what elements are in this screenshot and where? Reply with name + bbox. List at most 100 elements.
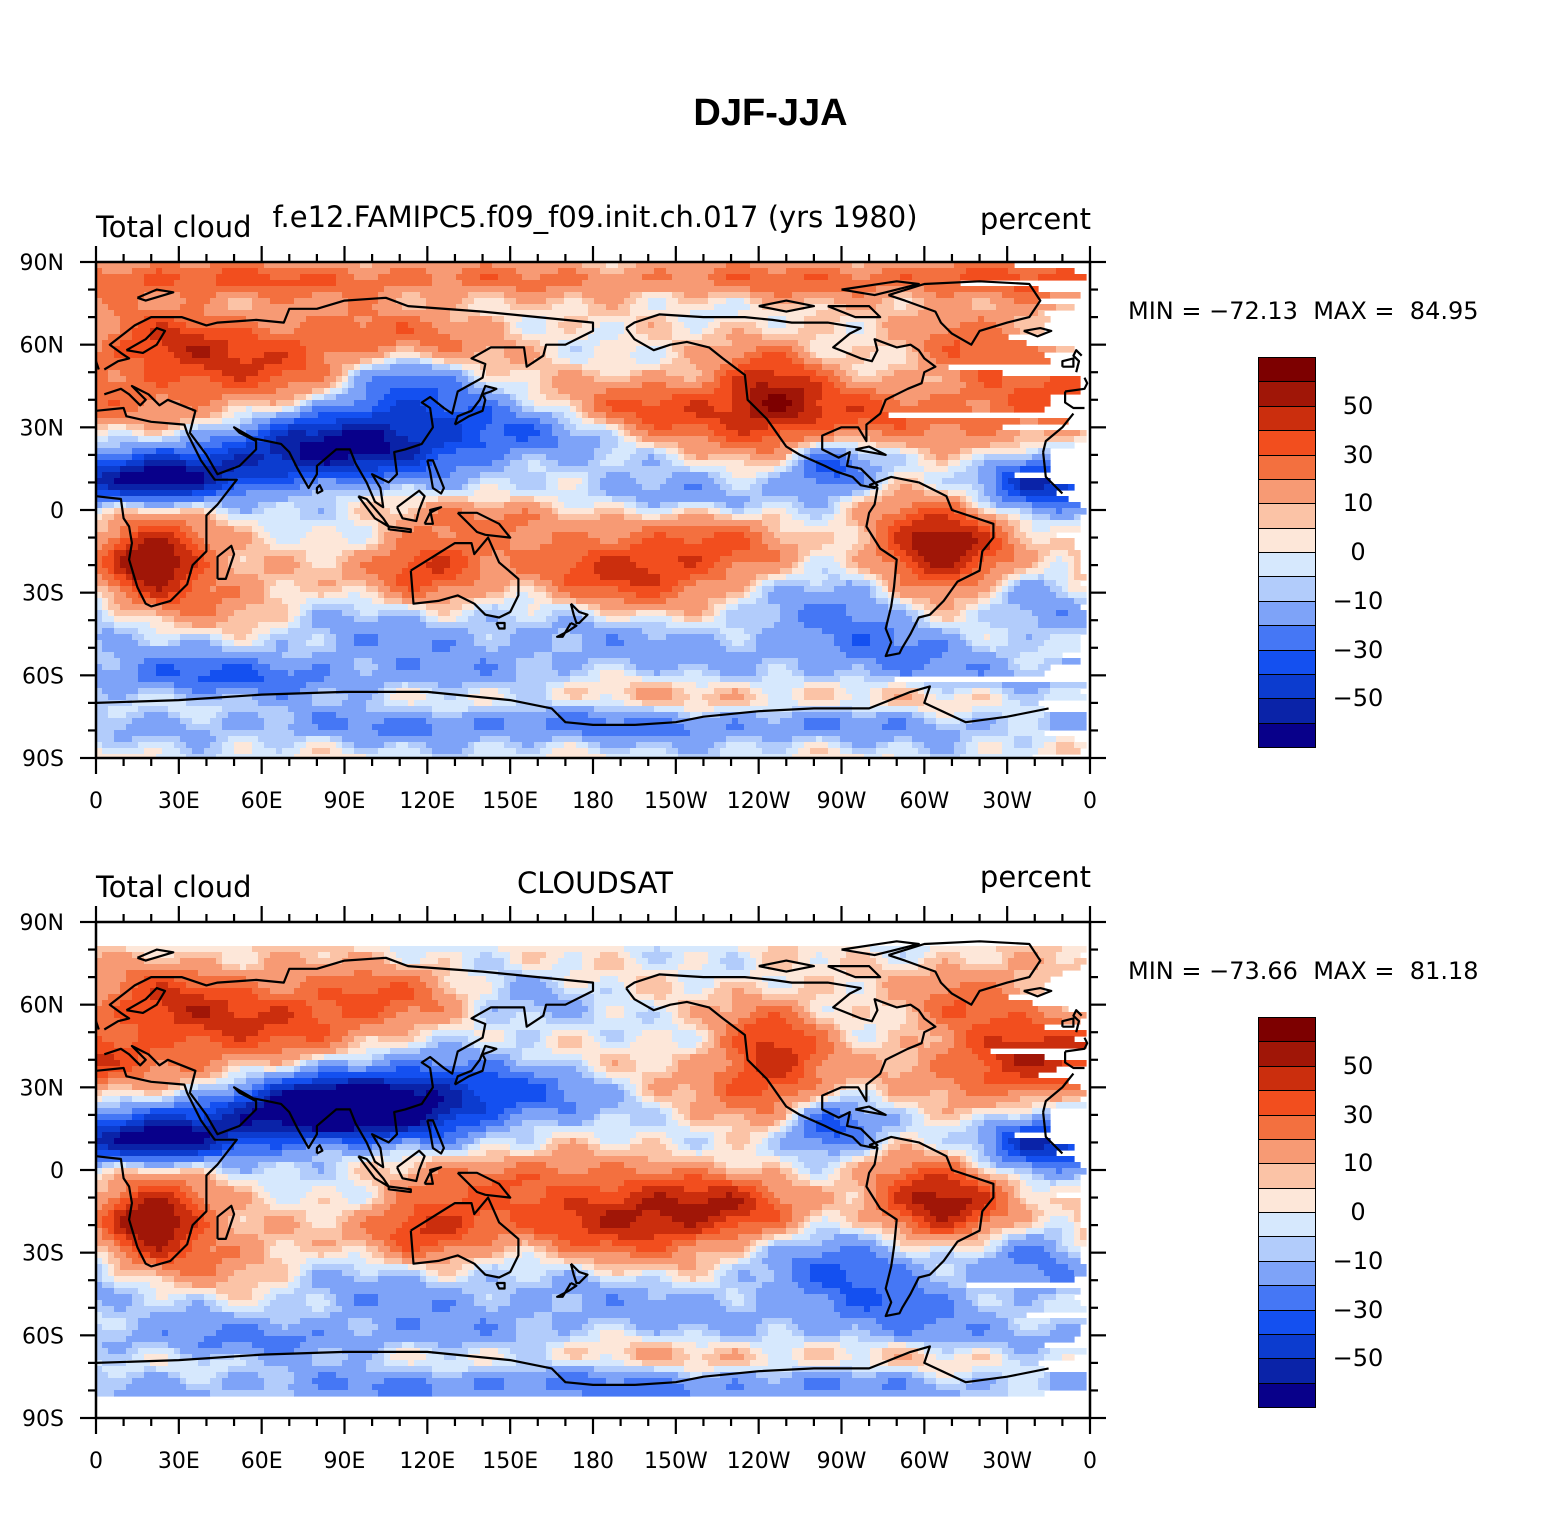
field-cell — [876, 1240, 883, 1247]
field-cell — [1002, 1138, 1009, 1145]
field-cell — [696, 682, 709, 689]
field-cell — [960, 460, 973, 467]
field-cell — [744, 724, 805, 731]
field-cell — [546, 1006, 589, 1013]
field-cell — [672, 292, 685, 299]
field-cell — [288, 1270, 301, 1277]
field-cell — [1020, 526, 1033, 533]
field-cell — [678, 1066, 727, 1073]
field-cell — [174, 1204, 187, 1211]
field-cell — [276, 1066, 295, 1073]
field-cell — [294, 568, 343, 575]
lon-tick-label: 90W — [817, 789, 867, 814]
field-cell — [366, 754, 433, 758]
field-cell — [324, 640, 337, 647]
field-cell — [1050, 550, 1069, 557]
field-cell — [516, 298, 547, 305]
field-cell — [96, 1102, 121, 1109]
field-cell — [96, 1108, 133, 1115]
field-cell — [708, 274, 727, 281]
field-cell — [522, 742, 535, 749]
field-cell — [972, 1108, 1033, 1115]
field-cell — [540, 1198, 565, 1205]
field-cell — [174, 574, 187, 581]
field-cell — [300, 952, 319, 959]
field-cell — [546, 394, 571, 401]
field-cell — [486, 1102, 517, 1109]
field-cell — [762, 952, 799, 959]
field-cell — [468, 1006, 475, 1013]
field-cell — [864, 1150, 871, 1157]
field-cell — [756, 1060, 799, 1067]
field-cell — [156, 628, 223, 635]
field-cell — [990, 724, 1009, 731]
field-cell — [582, 406, 595, 413]
field-cell — [282, 370, 331, 377]
field-cell — [480, 658, 487, 665]
field-cell — [354, 640, 379, 647]
field-cell — [132, 1108, 151, 1115]
field-cell — [210, 1072, 223, 1079]
field-cell — [750, 292, 775, 299]
field-cell — [636, 262, 727, 269]
field-cell — [258, 1192, 271, 1199]
field-cell — [96, 1168, 103, 1175]
field-cell — [864, 322, 877, 329]
field-cell — [924, 700, 1003, 707]
field-cell — [912, 1120, 925, 1127]
field-cell — [438, 976, 445, 983]
field-cell — [156, 382, 169, 389]
field-cell — [666, 1114, 673, 1121]
field-cell — [1002, 1066, 1057, 1073]
field-cell — [744, 532, 763, 539]
field-cell — [966, 748, 979, 755]
field-cell — [360, 322, 367, 329]
field-cell — [606, 418, 625, 425]
field-cell — [708, 1186, 739, 1193]
field-cell — [330, 1024, 361, 1031]
field-cell — [642, 964, 679, 971]
field-cell — [96, 622, 115, 629]
field-cell — [588, 532, 631, 539]
field-cell — [762, 538, 781, 545]
field-cell — [804, 466, 817, 473]
field-cell — [636, 322, 649, 329]
field-cell — [126, 1252, 139, 1259]
field-cell — [258, 670, 289, 677]
field-cell — [852, 262, 865, 269]
field-cell — [792, 1006, 805, 1013]
field-cell — [354, 550, 391, 557]
field-cell — [852, 1198, 865, 1205]
field-cell — [576, 406, 583, 413]
field-cell — [834, 988, 847, 995]
field-cell — [936, 952, 961, 959]
field-cell — [456, 376, 469, 383]
field-cell — [252, 628, 271, 635]
field-cell — [708, 1216, 727, 1223]
field-cell — [114, 1264, 121, 1271]
field-cell — [462, 364, 481, 371]
field-cell — [564, 580, 631, 587]
field-cell — [708, 1048, 727, 1055]
field-cell — [816, 352, 847, 359]
field-cell — [744, 1252, 751, 1259]
field-cell — [354, 370, 361, 377]
field-cell — [948, 1096, 1021, 1103]
field-cell — [582, 952, 601, 959]
field-cell — [96, 580, 109, 587]
field-cell — [114, 550, 127, 557]
field-cell — [150, 994, 205, 1001]
field-cell — [114, 1252, 127, 1259]
field-cell — [606, 718, 625, 725]
field-cell — [708, 568, 727, 575]
field-cell — [732, 1078, 799, 1085]
field-cell — [510, 544, 541, 551]
field-cell — [192, 1198, 205, 1205]
field-cell — [732, 484, 751, 491]
field-cell — [798, 1054, 811, 1061]
field-cell — [354, 748, 379, 755]
field-cell — [342, 700, 367, 707]
field-cell — [414, 328, 439, 335]
field-cell — [390, 1150, 469, 1157]
field-cell — [648, 454, 655, 461]
